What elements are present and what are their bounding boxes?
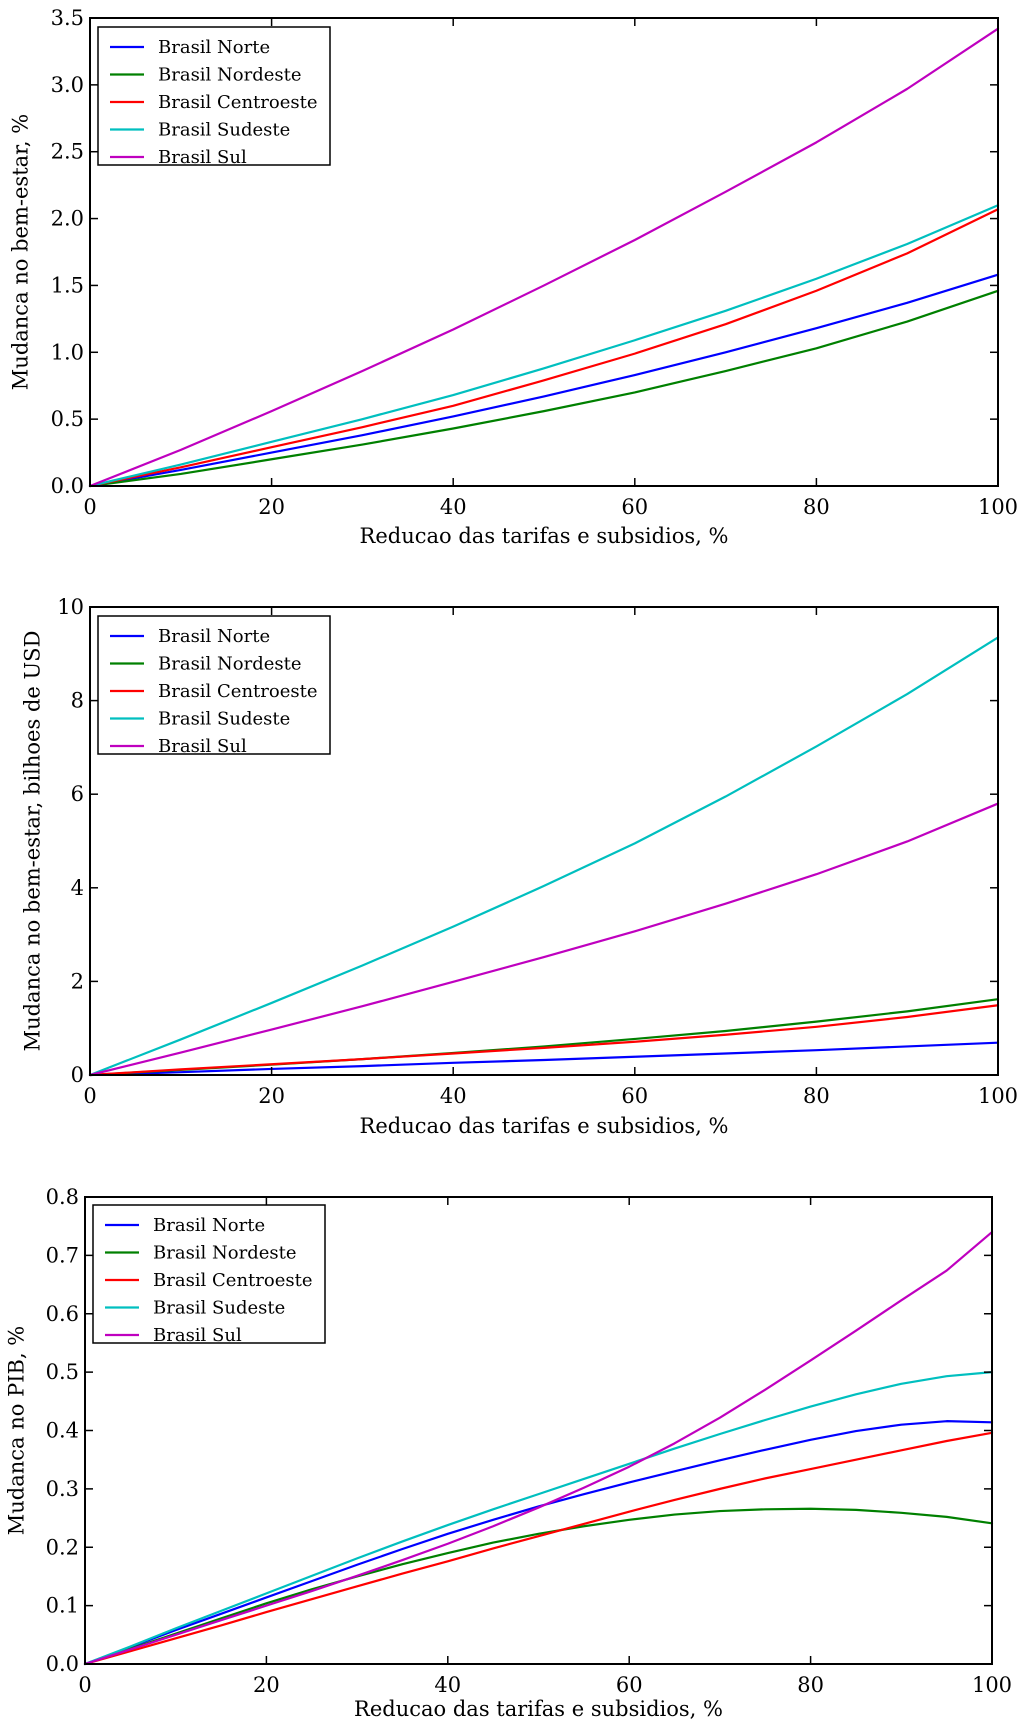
series-line-brasil-nordeste [88,289,1000,488]
series-line-brasil-centroeste [88,208,1000,488]
y-axis-label: Mudanca no bem-estar, bilhoes de USD [21,631,45,1052]
chart-panel-2: 0 20 40 60 80 100 0 2 4 6 8 10 Reducao das tarifas e… [21,595,1019,1138]
y-tick-label: 2 [71,969,84,993]
x-tick-label: 20 [258,495,285,519]
series-line-brasil-centroeste [88,1004,1000,1077]
series-line-brasil-nordeste [83,1507,994,1666]
chart-panel-3: 0 20 40 60 80 100 0.0 0.1 0.2 0.3 0.4 0.5 0.6 0.7 0.8 R… [5,1185,1013,1721]
legend-label: Brasil Nordeste [158,65,302,86]
y-tick-label: 8 [71,689,84,713]
x-tick-label: 0 [83,1084,96,1108]
y-tick-label: 0.3 [46,1477,79,1501]
y-tick-label: 0.5 [51,407,84,431]
y-tick-label: 10 [57,595,84,619]
y-tick-label: 0.0 [51,474,84,498]
legend-label: Brasil Sul [158,147,247,168]
y-tick-label: 0.5 [46,1360,79,1384]
series-line-brasil-norte [88,273,1000,488]
series-line-brasil-sul [88,802,1000,1077]
series-line-brasil-sudeste [83,1371,994,1666]
y-axis-label: Mudanca no bem-estar, % [9,114,33,390]
y-tick-label: 0 [71,1063,84,1087]
x-tick-label: 40 [440,495,467,519]
y-tick-label: 1.5 [51,273,84,297]
series-line-brasil-sudeste [88,636,1000,1077]
series-line-brasil-sudeste [88,204,1000,488]
x-tick-label: 80 [797,1673,824,1697]
legend-label: Brasil Nordeste [153,1243,297,1264]
x-tick-label: 60 [621,495,648,519]
x-tick-label: 100 [978,495,1018,519]
series-line-brasil-sul [83,1230,994,1666]
x-axis-label: Reducao das tarifas e subsidios, % [360,524,729,548]
axes-frame [89,17,999,487]
y-tick-label: 3.5 [51,6,84,30]
series-line-brasil-norte [88,1041,1000,1077]
x-tick-label: 100 [978,1084,1018,1108]
y-tick-label: 0.4 [46,1419,79,1443]
y-tick-label: 4 [71,876,84,900]
legend-label: Brasil Sul [153,1325,242,1346]
legend-label: Brasil Sudeste [158,709,290,730]
x-tick-label: 40 [440,1084,467,1108]
chart-panel-1: 0 20 40 60 80 100 0.0 0.5 1.0 1.5 2.0 2.5 3.0 3.5 Redu… [9,6,1019,548]
y-tick-label: 0.7 [46,1243,79,1267]
x-tick-label: 60 [621,1084,648,1108]
legend-label: Brasil Centroeste [158,92,318,113]
legend-label: Brasil Centroeste [158,681,318,702]
y-tick-label: 0.2 [46,1535,79,1559]
legend-box [97,26,331,166]
legend: Brasil Norte Brasil Nordeste Brasil Centro… [92,1204,326,1346]
legend: Brasil Norte Brasil Nordeste Brasil Centro… [97,615,331,757]
legend-label: Brasil Sudeste [153,1298,285,1319]
y-tick-label: 2.5 [51,140,84,164]
y-tick-label: 0.1 [46,1594,79,1618]
legend-label: Brasil Sudeste [158,120,290,141]
legend: Brasil Norte Brasil Nordeste Brasil Centro… [97,26,331,168]
series-line-brasil-centroeste [83,1431,994,1666]
legend-label: Brasil Sul [158,736,247,757]
x-tick-label: 0 [83,495,96,519]
x-tick-label: 20 [253,1673,280,1697]
x-tick-label: 80 [803,495,830,519]
legend-box [92,1204,326,1344]
axes-frame [89,606,999,1076]
x-tick-label: 100 [972,1673,1012,1697]
y-tick-label: 0.0 [46,1652,79,1676]
series-line-brasil-norte [83,1420,994,1666]
legend-label: Brasil Centroeste [153,1270,313,1291]
y-axis-label: Mudanca no PIB, % [5,1326,29,1535]
x-axis-label: Reducao das tarifas e subsidios, % [360,1114,729,1138]
x-axis-label: Reducao das tarifas e subsidios, % [354,1697,723,1721]
x-tick-label: 40 [434,1673,461,1697]
x-tick-label: 80 [803,1084,830,1108]
legend-box [97,615,331,755]
legend-label: Brasil Nordeste [158,654,302,675]
x-tick-label: 0 [78,1673,91,1697]
y-tick-label: 3.0 [51,73,84,97]
y-tick-label: 0.6 [46,1302,79,1326]
y-tick-label: 1.0 [51,340,84,364]
legend-label: Brasil Norte [158,626,270,647]
legend-label: Brasil Norte [153,1215,265,1236]
y-tick-label: 0.8 [46,1185,79,1209]
series-line-brasil-sul [88,27,1000,488]
x-tick-label: 20 [258,1084,285,1108]
legend-label: Brasil Norte [158,37,270,58]
x-tick-label: 60 [616,1673,643,1697]
y-tick-label: 6 [71,782,84,806]
series-line-brasil-nordeste [88,998,1000,1077]
y-tick-label: 2.0 [51,207,84,231]
